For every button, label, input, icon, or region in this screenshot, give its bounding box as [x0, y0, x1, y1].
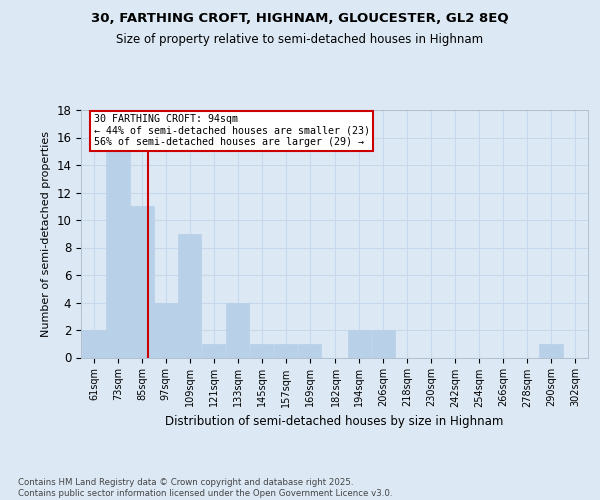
Text: Contains HM Land Registry data © Crown copyright and database right 2025.
Contai: Contains HM Land Registry data © Crown c… — [18, 478, 392, 498]
Text: 30 FARTHING CROFT: 94sqm
← 44% of semi-detached houses are smaller (23)
56% of s: 30 FARTHING CROFT: 94sqm ← 44% of semi-d… — [94, 114, 370, 148]
Bar — [539, 344, 563, 358]
Bar — [106, 151, 130, 358]
Text: 30, FARTHING CROFT, HIGHNAM, GLOUCESTER, GL2 8EQ: 30, FARTHING CROFT, HIGHNAM, GLOUCESTER,… — [91, 12, 509, 26]
Bar — [298, 344, 321, 358]
Bar — [372, 330, 395, 357]
Bar — [348, 330, 371, 357]
Bar — [82, 330, 106, 357]
Bar — [274, 344, 297, 358]
Bar — [178, 234, 202, 358]
Y-axis label: Number of semi-detached properties: Number of semi-detached properties — [41, 130, 51, 337]
Bar — [250, 344, 274, 358]
Bar — [130, 206, 154, 358]
Text: Size of property relative to semi-detached houses in Highnam: Size of property relative to semi-detach… — [116, 32, 484, 46]
X-axis label: Distribution of semi-detached houses by size in Highnam: Distribution of semi-detached houses by … — [166, 415, 503, 428]
Bar — [202, 344, 226, 358]
Bar — [154, 302, 178, 358]
Bar — [226, 302, 250, 358]
